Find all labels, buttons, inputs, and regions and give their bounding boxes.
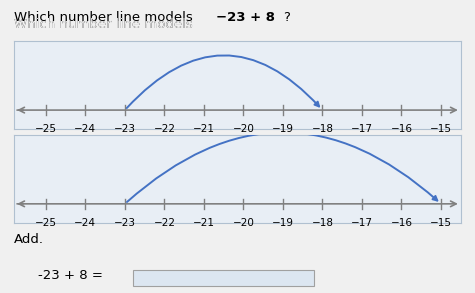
- Text: −19: −19: [272, 218, 294, 228]
- Text: −21: −21: [193, 218, 215, 228]
- FancyArrowPatch shape: [127, 55, 319, 108]
- Text: −16: −16: [390, 124, 412, 134]
- Text: -23 + 8 =: -23 + 8 =: [38, 269, 103, 282]
- Text: −25: −25: [35, 124, 57, 134]
- Text: −23: −23: [114, 124, 136, 134]
- Text: −20: −20: [232, 124, 255, 134]
- Text: −21: −21: [193, 124, 215, 134]
- Text: Which number line models: Which number line models: [14, 18, 197, 30]
- Text: Add.: Add.: [14, 233, 44, 246]
- Text: −15: −15: [430, 124, 452, 134]
- Text: −18: −18: [312, 124, 333, 134]
- Text: −17: −17: [351, 124, 373, 134]
- Text: −16: −16: [390, 218, 412, 228]
- Text: −15: −15: [430, 218, 452, 228]
- FancyArrowPatch shape: [127, 132, 437, 202]
- FancyBboxPatch shape: [133, 270, 314, 286]
- Text: −23 + 8: −23 + 8: [216, 11, 275, 24]
- Text: Which number line models: Which number line models: [14, 11, 197, 24]
- Text: Which number line models: Which number line models: [14, 18, 197, 30]
- Text: −22: −22: [153, 218, 175, 228]
- Text: −23: −23: [114, 218, 136, 228]
- Text: −24: −24: [75, 218, 96, 228]
- Text: −22: −22: [153, 124, 175, 134]
- Text: ?: ?: [283, 11, 289, 24]
- Text: −18: −18: [312, 218, 333, 228]
- Text: −24: −24: [75, 124, 96, 134]
- Text: −17: −17: [351, 218, 373, 228]
- Text: −19: −19: [272, 124, 294, 134]
- Text: −20: −20: [232, 218, 255, 228]
- Text: −25: −25: [35, 218, 57, 228]
